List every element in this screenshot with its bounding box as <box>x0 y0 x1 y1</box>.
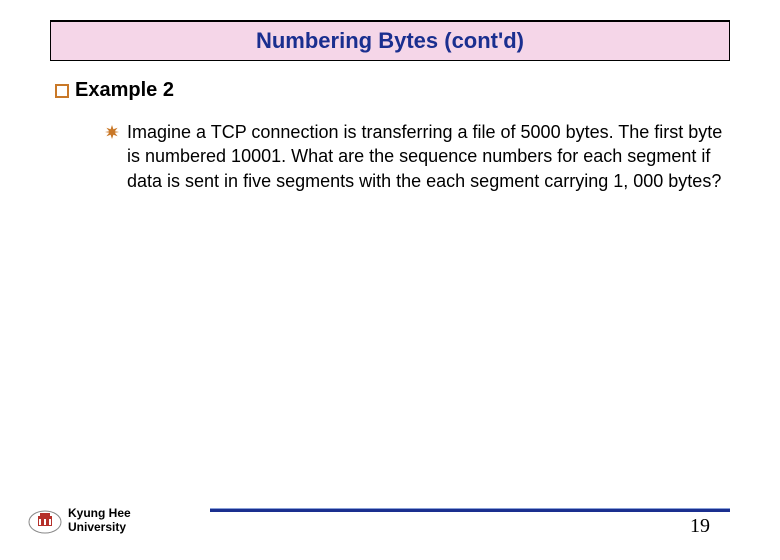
square-bullet-icon <box>55 84 69 98</box>
body-item: Imagine a TCP connection is transferring… <box>105 120 725 193</box>
example-heading: Example 2 <box>55 79 725 102</box>
footer-divider <box>210 508 730 512</box>
slide-title: Numbering Bytes (cont'd) <box>256 28 524 53</box>
body-text: Imagine a TCP connection is transferring… <box>127 120 725 193</box>
logo-line1: Kyung Hee <box>68 507 131 521</box>
footer: Kyung Hee University 19 <box>0 490 780 540</box>
logo-block: Kyung Hee University <box>28 507 131 535</box>
starburst-icon <box>105 125 119 139</box>
example-label: Example 2 <box>75 79 174 102</box>
university-logo-icon <box>28 508 62 534</box>
slide-title-bar: Numbering Bytes (cont'd) <box>50 20 730 61</box>
content-area: Example 2 Imagine a TCP connection is tr… <box>55 79 725 193</box>
logo-text: Kyung Hee University <box>68 507 131 535</box>
logo-line2: University <box>68 521 131 535</box>
page-number: 19 <box>690 515 710 538</box>
